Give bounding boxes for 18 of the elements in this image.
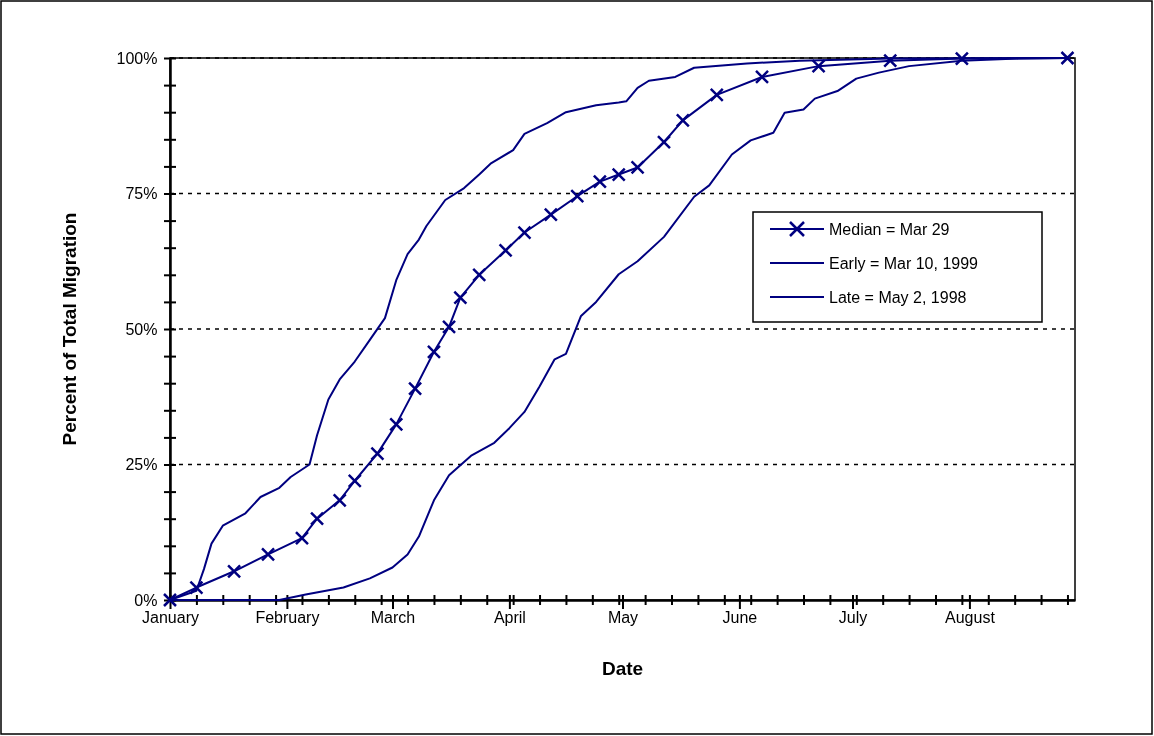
legend-label: Early = Mar 10, 1999	[829, 255, 979, 272]
x-tick-label: March	[370, 609, 416, 626]
y-tick-label: 75%	[125, 185, 158, 203]
y-tick-label: 0%	[134, 591, 158, 609]
legend-label: Median = Mar 29	[829, 221, 950, 238]
x-tick-label: June	[722, 609, 758, 626]
x-tick-label: May	[607, 609, 639, 626]
y-tick-label: 25%	[125, 456, 158, 474]
x-tick-label: July	[838, 609, 868, 626]
x-tick-label: April	[493, 609, 526, 626]
x-tick-label: February	[255, 609, 320, 626]
x-axis-title: Date	[601, 658, 644, 679]
y-tick-label: 100%	[116, 49, 158, 67]
legend-label: Late = May 2, 1998	[829, 289, 967, 306]
y-tick-label: 50%	[125, 320, 158, 338]
x-tick-label: January	[142, 609, 199, 626]
y-axis-title: Percent of Total Migration	[59, 212, 80, 446]
x-tick-label: August	[945, 609, 996, 626]
